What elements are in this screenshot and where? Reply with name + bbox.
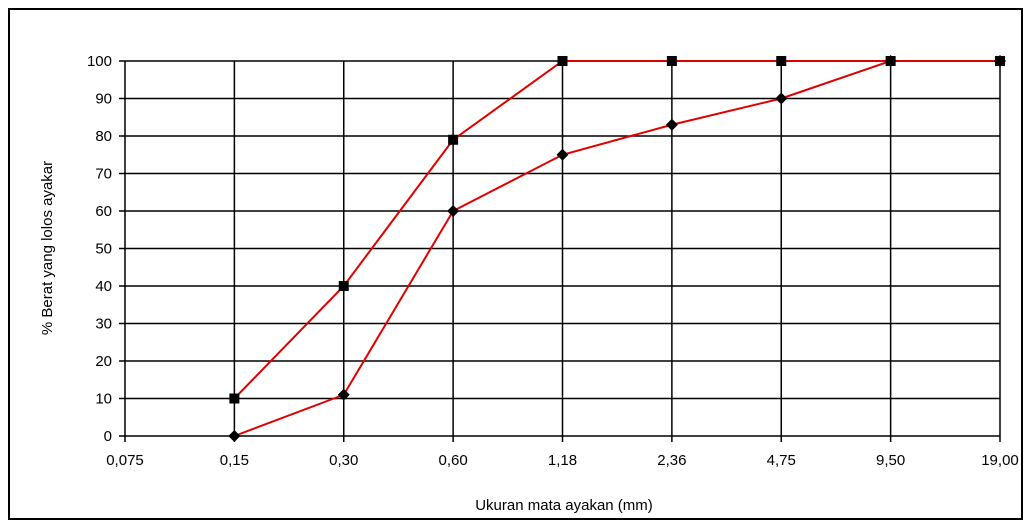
x-tick-label: 0,60 — [439, 452, 468, 469]
y-tick-labels: 0 10 20 30 40 50 60 70 80 90 100 — [87, 53, 112, 445]
x-tick-label: 0,15 — [220, 452, 249, 469]
x-tick-label: 0,075 — [106, 452, 144, 469]
y-tick-label: 50 — [95, 241, 112, 258]
x-axis-title: Ukuran mata ayakan (mm) — [475, 497, 653, 514]
series-line-1 — [233, 60, 1000, 400]
diamond-marker — [228, 430, 241, 442]
square-marker — [229, 393, 240, 404]
y-tick-label: 70 — [95, 166, 112, 183]
y-tick-label: 30 — [95, 316, 112, 333]
axes — [119, 60, 1001, 442]
series-markers — [228, 55, 1006, 442]
chart-frame — [8, 8, 1023, 520]
y-tick-label: 60 — [95, 203, 112, 220]
x-tick-label: 0,30 — [329, 452, 358, 469]
y-tick-label: 100 — [87, 53, 112, 70]
square-marker — [557, 56, 568, 66]
square-marker — [448, 134, 459, 145]
y-tick-label: 10 — [95, 391, 112, 408]
gridlines — [125, 60, 1001, 436]
y-tick-label: 90 — [95, 91, 112, 108]
x-tick-label: 19,00 — [981, 452, 1019, 469]
y-axis-title: % Berat yang lolos ayakar — [39, 161, 56, 335]
series-line-2 — [234, 60, 1000, 437]
diamond-marker — [337, 388, 350, 401]
diamond-marker — [556, 148, 569, 161]
diamond-marker — [447, 205, 460, 217]
diamond-marker — [775, 92, 788, 105]
y-tick-label: 20 — [95, 353, 112, 370]
square-marker — [338, 281, 349, 291]
x-tick-label: 4,75 — [767, 452, 796, 469]
square-marker — [666, 56, 677, 66]
x-tick-label: 1,18 — [548, 452, 577, 469]
y-tick-label: 40 — [95, 278, 112, 295]
diamond-marker — [994, 55, 1006, 67]
diamond-marker — [884, 55, 897, 67]
x-tick-label: 2,36 — [657, 452, 686, 469]
x-tick-label: 9,50 — [876, 452, 905, 469]
diamond-marker — [665, 118, 678, 131]
x-tick-labels: 0,075 0,15 0,30 0,60 1,18 2,36 4,75 9,50 19,00 — [106, 452, 1019, 469]
square-marker — [776, 56, 787, 66]
y-tick-label: 0 — [104, 428, 112, 445]
y-tick-label: 80 — [95, 128, 112, 145]
series-lines — [233, 60, 1000, 437]
